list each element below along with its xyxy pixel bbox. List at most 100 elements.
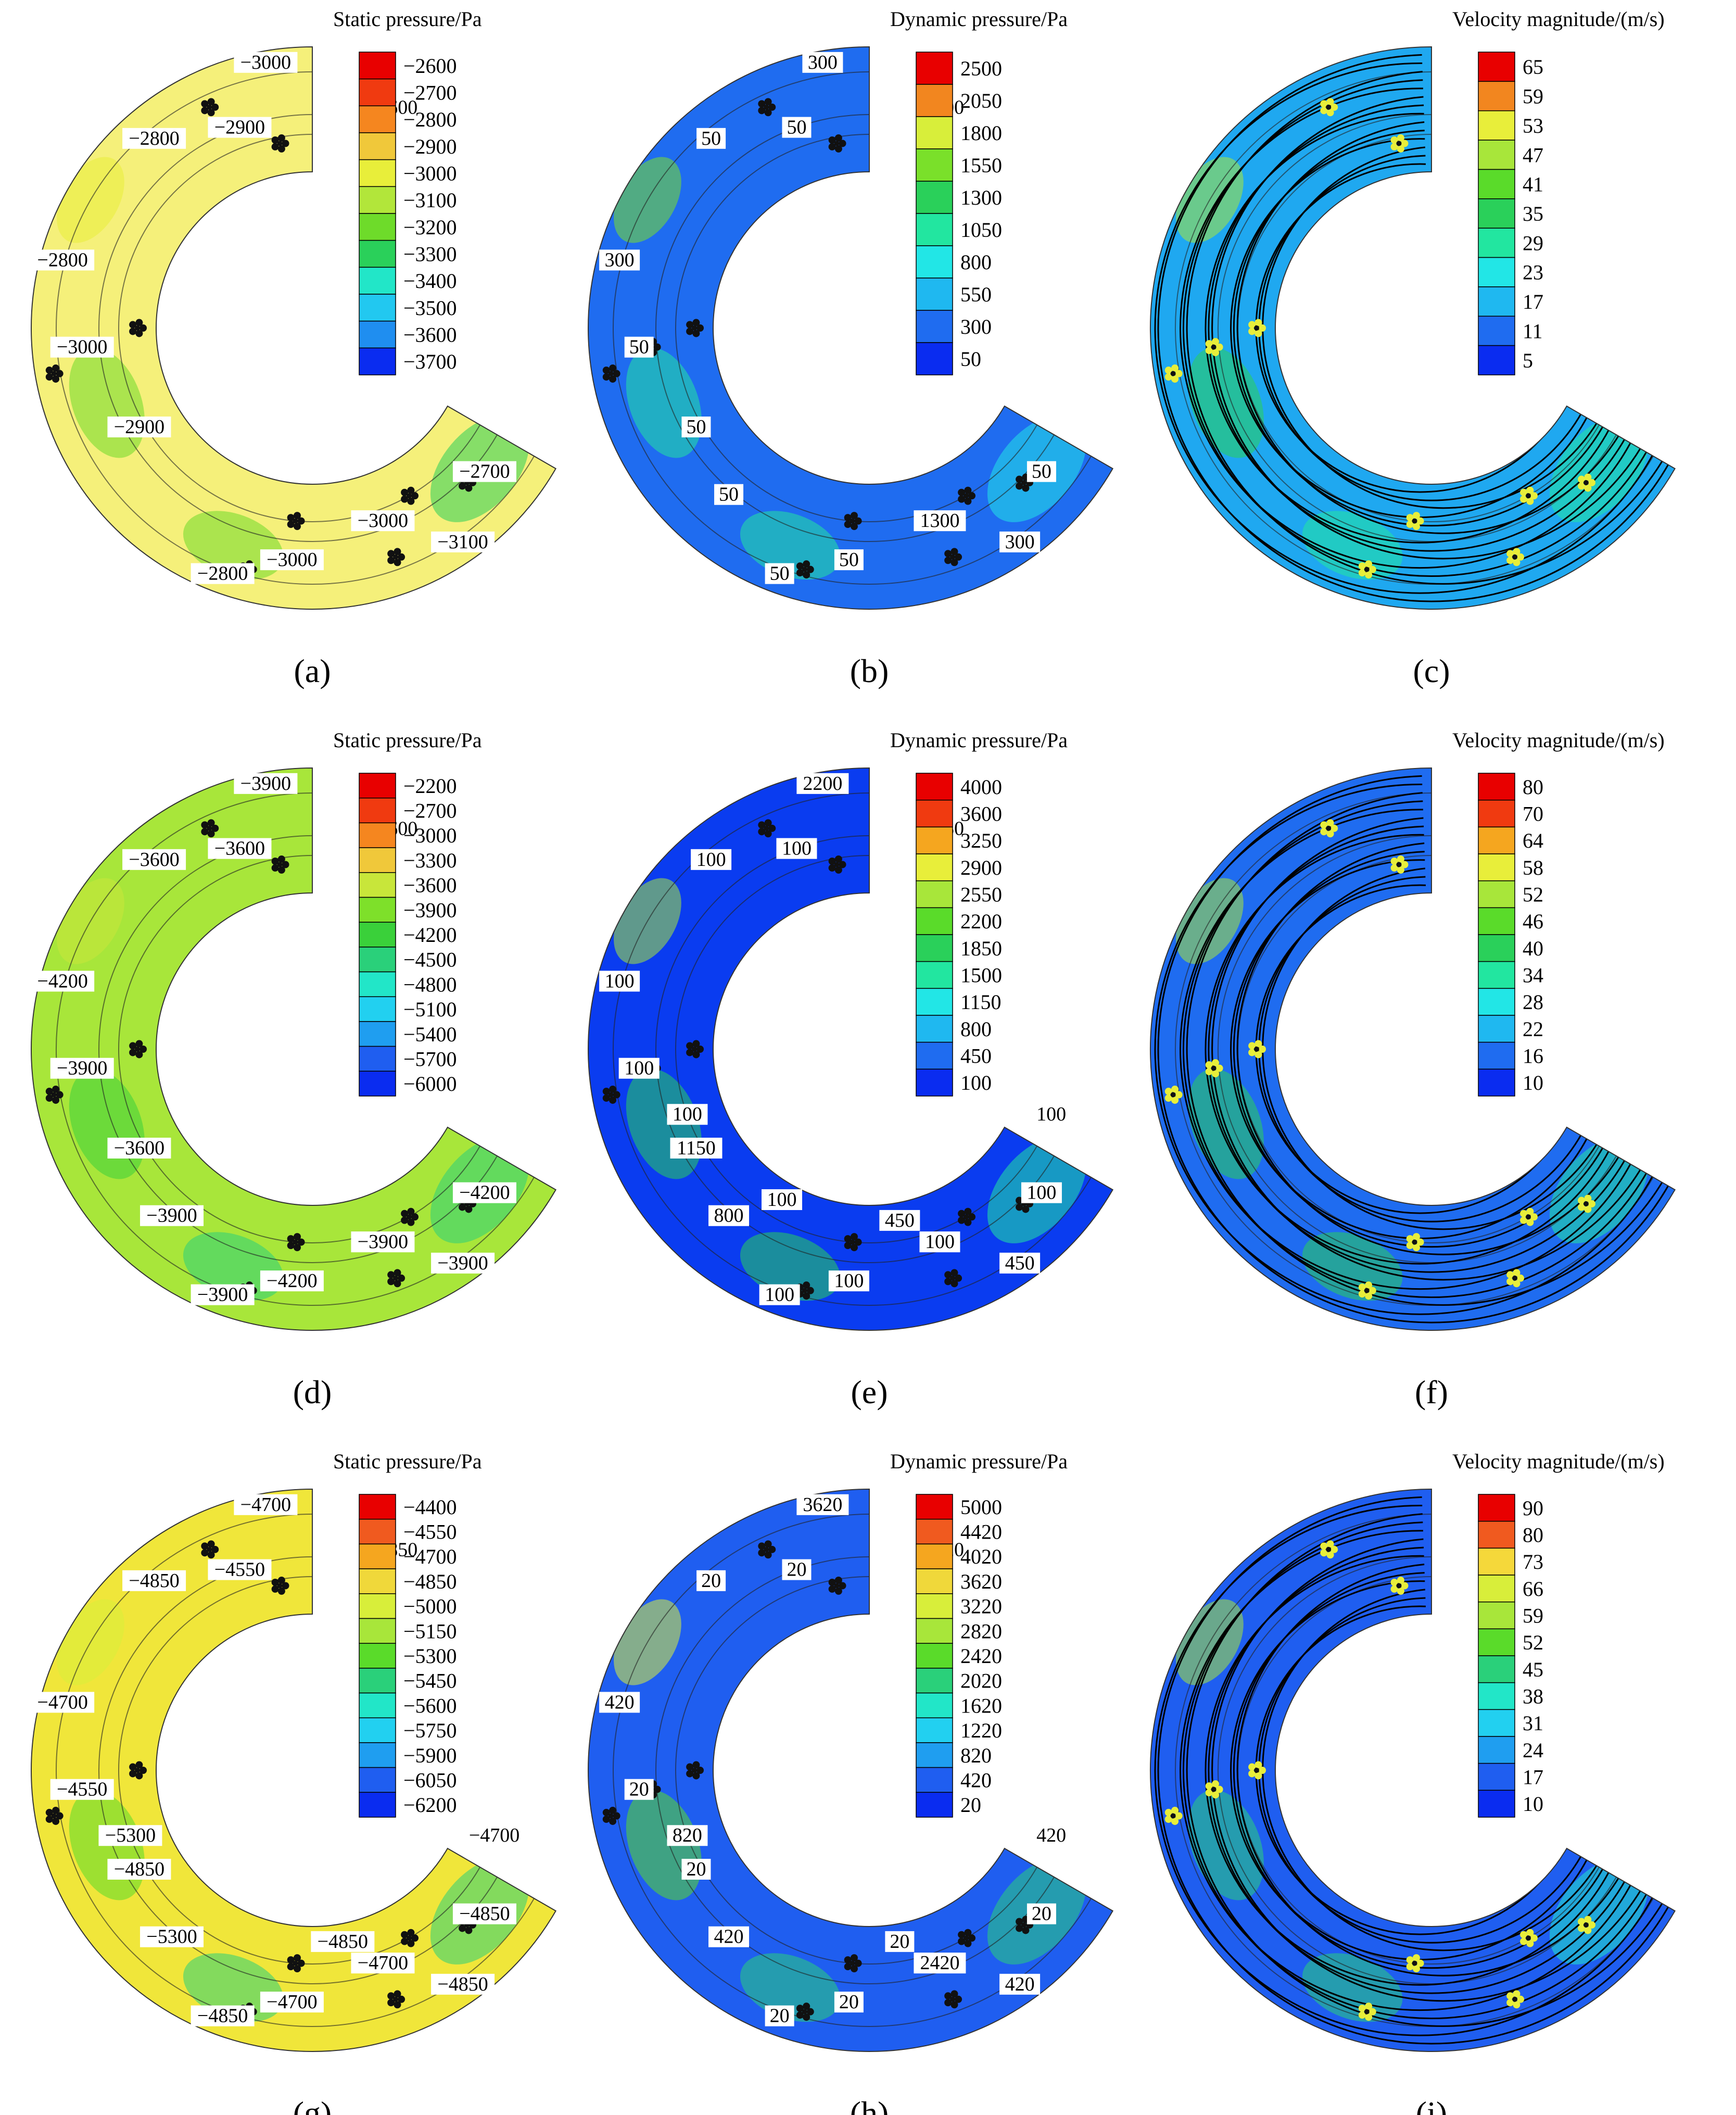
legend-label: 38 [1523,1685,1543,1708]
tube-cluster [602,1807,620,1825]
contour-label: −4200 [267,1270,317,1292]
tube-cluster [129,1761,147,1780]
tube-cluster [796,560,814,579]
legend-label: −3400 [403,269,457,293]
tube-cluster [45,1086,64,1104]
legend-title: Dynamic pressure/Pa [890,7,1068,31]
contour-label: 420 [714,1926,744,1948]
contour-label-box [914,510,966,532]
legend-swatch [359,267,396,295]
contour-label: 3620 [803,1494,842,1516]
contour-label-box [107,417,171,437]
contour-label-box [122,1570,186,1591]
contour-label: −2800 [197,563,248,585]
contour-label-box [691,849,732,870]
contour-field [1150,1489,1675,2051]
legend-label: 16 [1523,1044,1543,1068]
tube-cluster [944,1990,962,2009]
legend-title: Dynamic pressure/Pa [890,1450,1068,1473]
legend-label: −3100 [403,188,457,212]
legend-swatch [359,1717,396,1743]
contour-label-box [31,971,95,992]
legend-swatch [359,1792,396,1818]
tube-cluster [686,319,704,337]
tube-cluster [944,548,962,566]
legend-swatch [359,1518,396,1545]
contour-label-box [599,1692,640,1713]
legend-label: 53 [1523,114,1543,137]
contour-label: 100 [925,1231,955,1253]
legend-swatch [359,1643,396,1669]
tube-cluster [1520,486,1538,505]
contour-label: 420 [1005,1973,1035,1995]
tube-cluster [1578,1194,1595,1213]
contour-label-box [624,1779,654,1800]
contour-label-box [311,1931,375,1952]
legend-swatch [359,294,396,322]
tube-cluster [129,319,147,337]
legend-swatch [916,1494,953,1520]
tube-cluster [45,1807,64,1825]
legend-swatch [916,880,953,909]
contour-label: −3600 [214,838,265,860]
contour-label-box [681,1859,711,1880]
contour-label: −2900 [214,117,265,139]
legend-label: 800 [960,250,992,274]
contour-label-box [796,1494,849,1515]
contour-label-box [452,1182,516,1203]
panel-h: 4203620202042020202020242042020420820420… [588,1450,1114,2115]
legend-label: 90 [1523,1496,1543,1520]
tube-cluster [1016,1916,1033,1934]
tube-cluster [1205,1780,1223,1799]
tube-cluster [828,134,846,153]
legend-swatch [1478,799,1515,828]
contour-label-box [191,1284,255,1305]
contour-label-box [1021,1182,1062,1203]
contour-label: −3900 [197,1284,248,1306]
tube-cluster [401,486,419,505]
legend-label: −6200 [403,1793,457,1817]
panel-f: Velocity magnitude/(m/s) 80 70 64 58 52 46 40 34… [1150,728,1676,1411]
legend-label: 50 [960,347,981,371]
contour-label-box [50,336,114,358]
legend-label: 59 [1523,85,1543,108]
legend-label: −5750 [403,1719,457,1742]
legend-swatch [916,1518,953,1545]
legend-swatch [916,148,953,182]
tube-cluster [1390,855,1409,874]
legend-label: 1800 [960,121,1002,145]
contour-label-box [31,1692,95,1713]
tube-cluster [758,98,776,117]
tube-cluster [958,486,975,505]
contour-label: −4850 [129,1570,179,1592]
contour-label-box [107,1138,171,1159]
legend-label: −6050 [403,1768,457,1792]
legend-swatch [916,116,953,149]
legend-label: −3700 [403,350,457,373]
contour-label: 20 [629,1779,649,1801]
colorbar-legend: Static pressure/Pa−2200−2700−3000−3300−3… [333,728,482,1097]
contour-label-box [234,52,298,73]
legend-swatch [1478,1709,1515,1737]
colorbar-legend: Velocity magnitude/(m/s) 65 59 53 47 41 35 29 23… [1452,7,1665,375]
contour-label: −4700 [240,1494,291,1516]
contour-label-box [919,1231,960,1253]
contour-label-box [999,531,1041,552]
legend-swatch [1478,257,1515,287]
legend-label: 10 [1523,1792,1543,1816]
tube-cluster [758,1540,776,1559]
legend-swatch [916,1543,953,1569]
legend-swatch [1478,853,1515,882]
tube-cluster [1506,1269,1525,1288]
legend-label: 3220 [960,1595,1002,1618]
tube-cluster [1164,1086,1183,1104]
tube-cluster [844,1233,862,1252]
contour-label: −4550 [57,1779,107,1801]
contour-label: −4700 [358,1952,408,1974]
tube-cluster [287,1233,305,1252]
legend-swatch [916,1015,953,1043]
legend-label: 70 [1523,802,1543,826]
legend-label: 41 [1523,173,1543,196]
legend-label: 46 [1523,910,1543,933]
contour-label: −3600 [129,849,179,871]
